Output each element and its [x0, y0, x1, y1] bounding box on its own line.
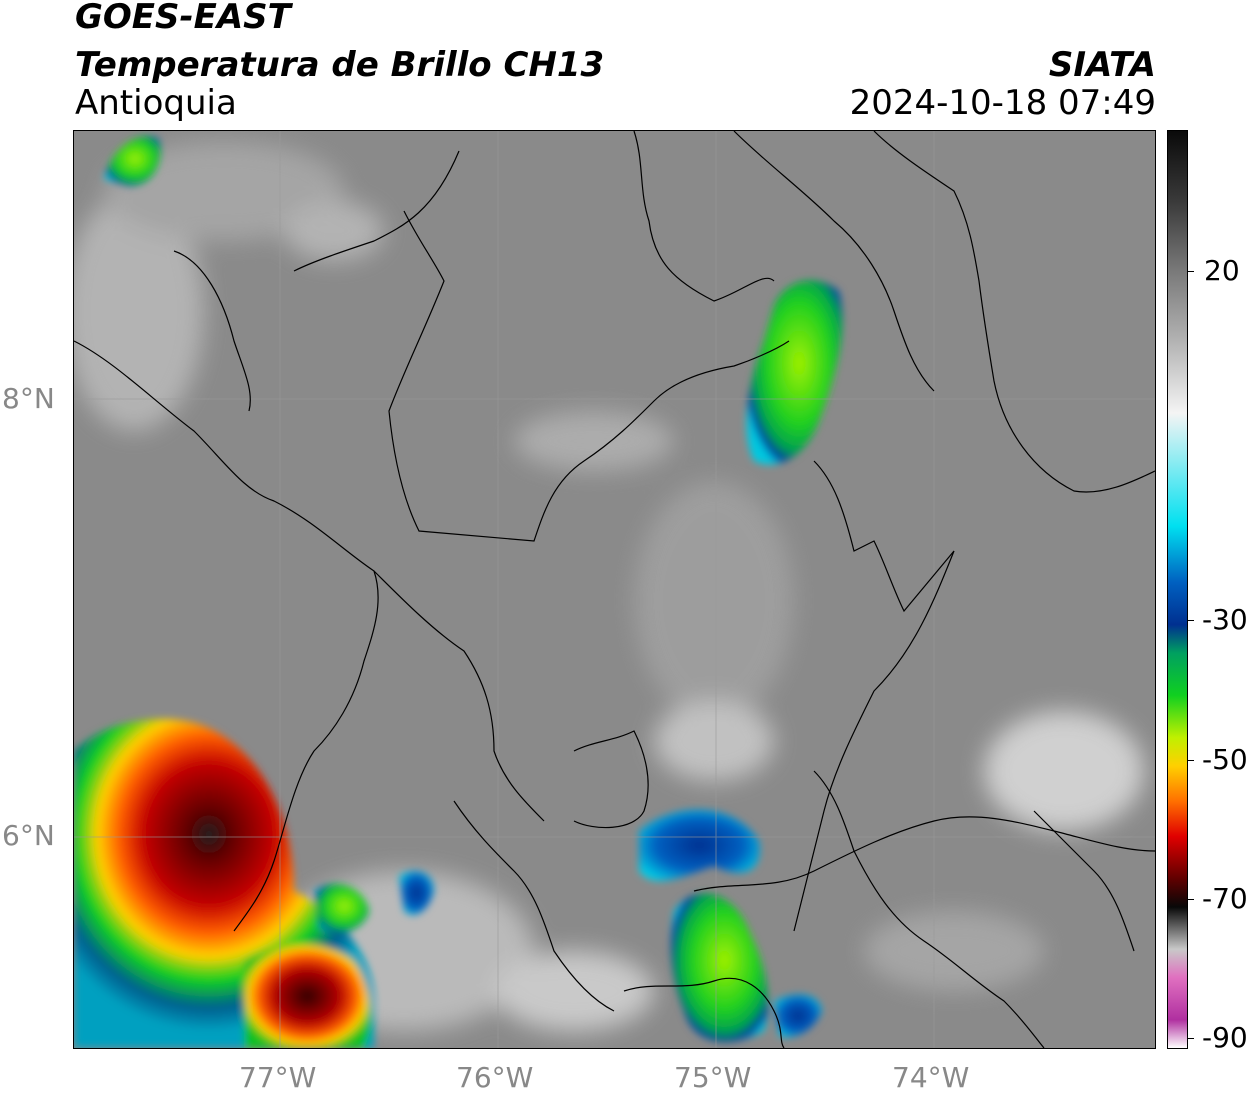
region-title: Antioquia — [75, 83, 237, 123]
colorbar-label: 20 — [1204, 254, 1240, 287]
colorbar-label: -70 — [1202, 882, 1248, 915]
agency-title: SIATA — [1048, 45, 1156, 85]
colorbar-tick — [1188, 620, 1194, 621]
datetime-title: 2024-10-18 07:49 — [849, 83, 1156, 123]
colorbar-label: -30 — [1202, 603, 1248, 636]
lon-label-77w: 77°W — [239, 1061, 317, 1094]
satellite-title: GOES-EAST — [75, 0, 291, 37]
lat-label-6n: 6°N — [2, 819, 55, 852]
colorbar-tick — [1188, 271, 1194, 272]
lon-label-75w: 75°W — [674, 1061, 752, 1094]
lon-label-76w: 76°W — [456, 1061, 534, 1094]
lat-label-8n: 8°N — [2, 382, 55, 415]
temperature-colorbar — [1167, 130, 1188, 1049]
colorbar-tick — [1188, 760, 1194, 761]
colorbar-label: -50 — [1202, 743, 1248, 776]
lon-label-74w: 74°W — [892, 1061, 970, 1094]
product-title: Temperatura de Brillo CH13 — [75, 45, 605, 85]
colorbar-label: -90 — [1202, 1021, 1248, 1054]
colorbar-tick — [1188, 899, 1194, 900]
satellite-map — [73, 130, 1156, 1049]
brightness-temperature-image — [74, 131, 1155, 1048]
colorbar-tick — [1188, 1038, 1194, 1039]
